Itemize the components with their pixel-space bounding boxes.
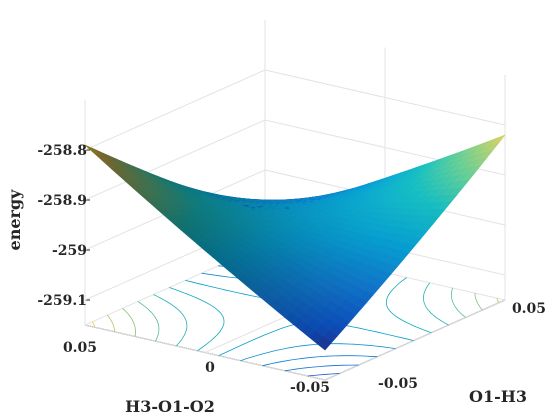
y-tick-label: 0.05 xyxy=(63,340,97,356)
tick-labels: -258.8 -258.9 -259 -259.1 0.05 0 -0.05 -… xyxy=(37,143,546,396)
z-tick-label: -258.9 xyxy=(37,193,87,209)
contour-line xyxy=(107,297,500,332)
energy-surface xyxy=(84,134,506,351)
contour-line xyxy=(122,292,483,337)
x-axis-label: O1-H3 xyxy=(469,387,527,406)
surface-patch xyxy=(84,144,100,155)
z-tick-label: -259.1 xyxy=(37,293,87,309)
contour-line xyxy=(169,277,432,352)
y-tick-label: 0 xyxy=(205,360,215,376)
z-tick-label: -258.8 xyxy=(37,143,87,159)
grid-line xyxy=(324,299,506,381)
contour-line xyxy=(137,287,466,342)
contour-line xyxy=(153,282,449,347)
grid-line xyxy=(84,119,266,201)
y-tick-label: -0.05 xyxy=(290,380,330,396)
contour-line xyxy=(92,321,96,328)
x-tick-label: 0.05 xyxy=(512,301,546,317)
y-axis-label: H3-O1-O2 xyxy=(125,397,215,416)
grid-line xyxy=(84,69,266,151)
z-tick-label: -259 xyxy=(52,243,87,259)
z-axis-label: energy xyxy=(5,189,24,251)
x-tick-label: -0.05 xyxy=(378,376,418,392)
